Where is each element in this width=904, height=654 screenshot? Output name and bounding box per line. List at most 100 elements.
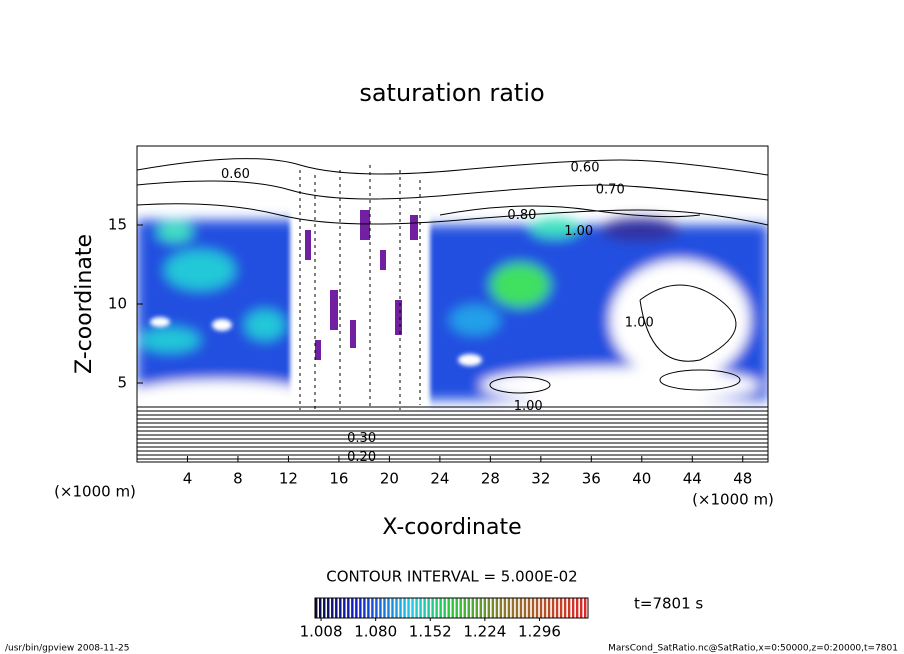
colorbar-cell [407,598,410,618]
colorbar-cell [447,598,450,618]
x-tick-label: 32 [531,470,550,488]
colorbar-cell [531,598,535,618]
contour-label: 1.00 [564,224,593,239]
colorbar-cell [459,598,462,618]
time-label: t=7801 s [634,595,703,613]
x-tick-label: 8 [233,470,243,488]
colorbar-cell [451,598,454,618]
colorbar-cell [519,598,523,618]
colorbar-cell [371,598,374,618]
colorbar-cell [319,598,322,618]
colorbar-cell [387,598,390,618]
x-tick-label: 12 [279,470,298,488]
colorbar-cell [351,598,354,618]
colorbar-cell [363,598,366,618]
colorbar-cell [411,598,414,618]
colorbar-cell [471,598,474,618]
colorbar-cell [431,598,434,618]
colorbar-cell [335,598,338,618]
colorbar-cell [523,598,527,618]
colorbar-cell [527,598,531,618]
colorbar-cell [383,598,386,618]
colorbar-cell [551,598,555,618]
colorbar-cell [479,598,483,618]
colorbar-cell [563,598,567,618]
x-tick-label: 24 [430,470,449,488]
footer-right: MarsCond_SatRatio.nc@SatRatio,x=0:50000,… [608,644,898,654]
colorbar-cell [375,598,378,618]
colorbar-cell [507,598,511,618]
colorbar-cell [399,598,402,618]
x-axis-label: X-coordinate [382,515,521,540]
colorbar-cell [547,598,551,618]
contour-label: 0.20 [347,450,376,465]
contour-label: 1.00 [514,399,543,414]
colorbar-cell [443,598,446,618]
y-tick-label: 5 [117,374,127,392]
colorbar-cell [483,598,487,618]
colorbar-cell [323,598,326,618]
colorbar-cell [343,598,346,618]
colorbar-cell [499,598,503,618]
colorbar-cell [491,598,495,618]
colorbar-cell [575,598,579,618]
colorbar-cell [539,598,543,618]
colorbar-tick-label: 1.152 [409,623,452,641]
contour-interval: CONTOUR INTERVAL = 5.000E-02 [326,568,577,586]
colorbar-cell [583,598,587,618]
colorbar-cell [395,598,398,618]
colorbar-cell [487,598,491,618]
y-tick-label: 15 [108,216,127,234]
colorbar-cell [455,598,458,618]
colorbar-cell [515,598,519,618]
colorbar-cell [427,598,430,618]
colorbar-cell [435,598,438,618]
colorbar-cell [535,598,539,618]
colorbar-tick-label: 1.008 [300,623,343,641]
x-tick-label: 48 [733,470,752,488]
colorbar-cell [359,598,362,618]
x-tick-label: 40 [632,470,651,488]
colorbar-tick-label: 1.224 [463,623,506,641]
x-unit: (×1000 m) [692,491,774,509]
colorbar-cell [495,598,499,618]
contour-label: 0.30 [347,431,376,446]
colorbar-cell [571,598,575,618]
x-tick-label: 16 [329,470,348,488]
chart-title: saturation ratio [359,79,544,107]
colorbar-tick-label: 1.080 [354,623,397,641]
colorbar-cell [467,598,470,618]
x-tick-label: 44 [683,470,702,488]
x-tick-label: 20 [380,470,399,488]
colorbar-cell [419,598,422,618]
contour-label: 0.60 [221,167,250,182]
colorbar-cell [423,598,426,618]
footer-left: /usr/bin/gpview 2008-11-25 [5,644,129,654]
colorbar-cell [331,598,334,618]
colorbar-cell [339,598,342,618]
y-tick-label: 10 [108,295,127,313]
colorbar-cell [567,598,571,618]
colorbar-frame [314,597,589,619]
y-unit: (×1000 m) [54,483,136,501]
colorbar-cell [511,598,515,618]
colorbar-cell [355,598,358,618]
colorbar-cell [403,598,406,618]
colorbar-cell [391,598,394,618]
colorbar-cell [347,598,350,618]
contour-label: 1.00 [625,315,654,330]
colorbar-cell [475,598,478,618]
colorbar-cell [379,598,382,618]
x-tick-label: 28 [481,470,500,488]
colorbar-cell [463,598,466,618]
colorbar-cell [579,598,583,618]
colorbar-cell [367,598,370,618]
colorbar-cell [559,598,563,618]
contour-label: 0.70 [596,183,625,198]
colorbar-cell [315,598,318,618]
x-tick-label: 4 [183,470,193,488]
x-tick-label: 36 [582,470,601,488]
colorbar-cell [439,598,442,618]
contour-label: 0.80 [507,208,536,223]
